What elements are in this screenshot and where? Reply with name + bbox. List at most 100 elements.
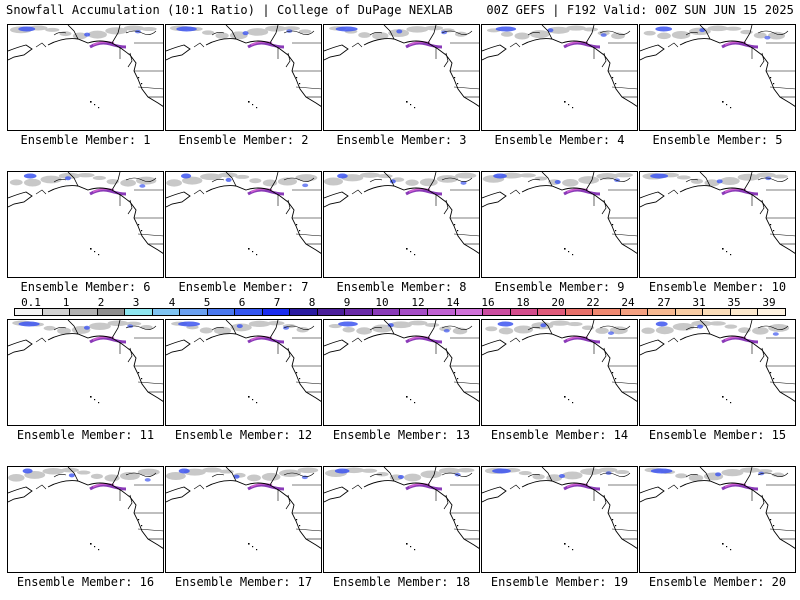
ensemble-member-label: Ensemble Member: 16 [16,575,155,589]
snowfall-map [640,172,795,256]
colorbar-tick: 7 [273,296,281,309]
ensemble-member-label: Ensemble Member: 5 [652,133,783,147]
colorbar-swatch [730,309,759,315]
colorbar-swatch [427,309,456,315]
ensemble-member-label: Ensemble Member: 1 [20,133,151,147]
colorbar-tick: 18 [516,296,530,309]
colorbar-swatch [648,309,676,315]
colorbar-swatch [455,309,484,315]
ensemble-member-map [323,171,480,278]
snowfall-colorbar [14,308,786,316]
snowfall-map [324,172,479,256]
snowfall-map [482,320,637,404]
colorbar-swatch [290,309,318,315]
colorbar-tick: 35 [727,296,741,309]
ensemble-member-map [7,319,164,426]
colorbar-tick: 9 [343,296,351,309]
colorbar-swatch [97,309,126,315]
colorbar-tick: 1 [62,296,70,309]
colorbar-tick: 31 [692,296,706,309]
colorbar-swatch [703,309,731,315]
ensemble-member-map [165,171,322,278]
colorbar-tick: 8 [308,296,316,309]
colorbar-swatch [675,309,704,315]
snowfall-map [166,172,321,256]
snowfall-map [482,25,637,109]
colorbar-swatch [510,309,539,315]
valid-time: 00Z GEFS | F192 Valid: 00Z SUN JUN 15 20… [486,3,794,17]
ensemble-member-map [639,24,796,131]
colorbar-swatch [70,309,98,315]
snowfall-map [8,467,163,551]
colorbar-tick: 24 [621,296,635,309]
ensemble-member-label: Ensemble Member: 17 [174,575,313,589]
colorbar-tick: 4 [168,296,176,309]
colorbar-tick: 27 [657,296,671,309]
colorbar-swatch [262,309,291,315]
colorbar-tick: 20 [551,296,565,309]
ensemble-member-label: Ensemble Member: 19 [490,575,629,589]
ensemble-member-map [7,466,164,573]
ensemble-member-map [7,171,164,278]
ensemble-member-map [323,466,480,573]
ensemble-member-label: Ensemble Member: 18 [332,575,471,589]
ensemble-member-map [481,466,638,573]
colorbar-swatch [15,309,43,315]
ensemble-member-map [165,319,322,426]
ensemble-member-label: Ensemble Member: 2 [178,133,309,147]
snowfall-map [8,25,163,109]
ensemble-member-map [639,319,796,426]
colorbar-swatch [565,309,594,315]
ensemble-member-label: Ensemble Member: 7 [178,280,309,294]
ensemble-member-map [639,466,796,573]
ensemble-member-map [639,171,796,278]
colorbar-tick: 2 [97,296,105,309]
ensemble-member-map [481,24,638,131]
colorbar-tick: 16 [481,296,495,309]
colorbar-tick: 39 [762,296,776,309]
colorbar-swatch [42,309,71,315]
ensemble-member-label: Ensemble Member: 3 [336,133,467,147]
colorbar-swatch [400,309,428,315]
ensemble-member-label: Ensemble Member: 12 [174,428,313,442]
snowfall-map [482,467,637,551]
colorbar-tick: 22 [586,296,600,309]
colorbar-tick: 5 [203,296,211,309]
colorbar-tick: 3 [132,296,140,309]
snowfall-map [8,320,163,404]
ensemble-member-label: Ensemble Member: 4 [494,133,625,147]
snowfall-map [482,172,637,256]
snowfall-map [166,320,321,404]
snowfall-map [324,320,479,404]
colorbar-swatch [372,309,401,315]
colorbar-swatch [593,309,621,315]
ensemble-member-label: Ensemble Member: 6 [20,280,151,294]
colorbar-swatch [620,309,649,315]
colorbar-tick: 12 [411,296,425,309]
colorbar-swatch [483,309,511,315]
ensemble-member-map [323,24,480,131]
colorbar-swatch [180,309,208,315]
ensemble-member-map [323,319,480,426]
ensemble-member-label: Ensemble Member: 13 [332,428,471,442]
snowfall-map [640,320,795,404]
colorbar-swatch [538,309,566,315]
map-title: Snowfall Accumulation (10:1 Ratio) | Col… [6,3,453,17]
colorbar-tick: 10 [375,296,389,309]
snowfall-map [324,25,479,109]
snowfall-map [324,467,479,551]
colorbar-swatch [125,309,153,315]
ensemble-member-label: Ensemble Member: 8 [336,280,467,294]
ensemble-member-label: Ensemble Member: 15 [648,428,787,442]
ensemble-member-map [165,466,322,573]
colorbar-swatch [235,309,263,315]
ensemble-member-label: Ensemble Member: 9 [494,280,625,294]
colorbar-swatch [317,309,346,315]
snowfall-map [166,25,321,109]
snowfall-map [640,25,795,109]
ensemble-member-map [165,24,322,131]
snowfall-map [8,172,163,256]
colorbar-swatch [207,309,236,315]
ensemble-member-map [481,319,638,426]
ensemble-member-label: Ensemble Member: 20 [648,575,787,589]
